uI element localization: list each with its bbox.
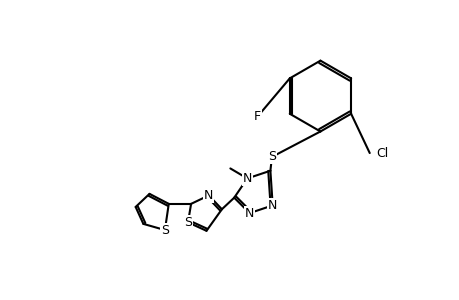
Text: N: N xyxy=(204,189,213,202)
Text: Cl: Cl xyxy=(375,146,387,160)
Text: N: N xyxy=(244,207,254,220)
Text: F: F xyxy=(253,110,260,123)
Text: N: N xyxy=(268,199,277,212)
Text: S: S xyxy=(184,216,191,229)
Text: N: N xyxy=(242,172,252,185)
Text: S: S xyxy=(161,224,168,236)
Text: S: S xyxy=(267,150,275,164)
